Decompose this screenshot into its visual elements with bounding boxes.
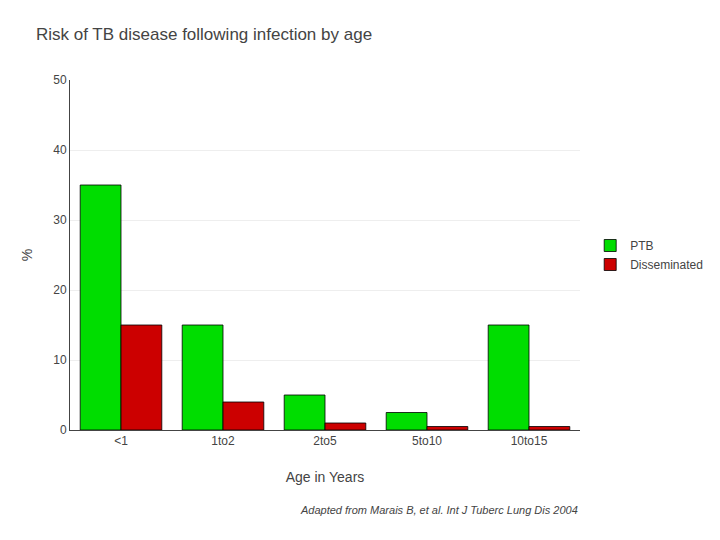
svg-text:<1: <1 [114,434,128,448]
svg-text:10to15: 10to15 [511,434,548,448]
svg-text:Age in Years: Age in Years [286,469,365,485]
svg-text:1to2: 1to2 [211,434,235,448]
svg-text:5to10: 5to10 [412,434,442,448]
svg-text:10: 10 [53,353,67,367]
svg-text:2to5: 2to5 [313,434,337,448]
svg-text:30: 30 [53,213,67,227]
svg-text:%: % [19,249,35,261]
svg-text:50: 50 [53,73,67,87]
svg-text:Risk of TB disease following i: Risk of TB disease following infection b… [36,25,372,44]
svg-text:0: 0 [60,423,67,437]
svg-text:PTB: PTB [630,239,653,253]
svg-text:Disseminated: Disseminated [630,258,703,272]
svg-text:20: 20 [53,283,67,297]
svg-text:Adapted from Marais B, et al.: Adapted from Marais B, et al. Int J Tube… [300,504,578,516]
svg-text:40: 40 [53,143,67,157]
